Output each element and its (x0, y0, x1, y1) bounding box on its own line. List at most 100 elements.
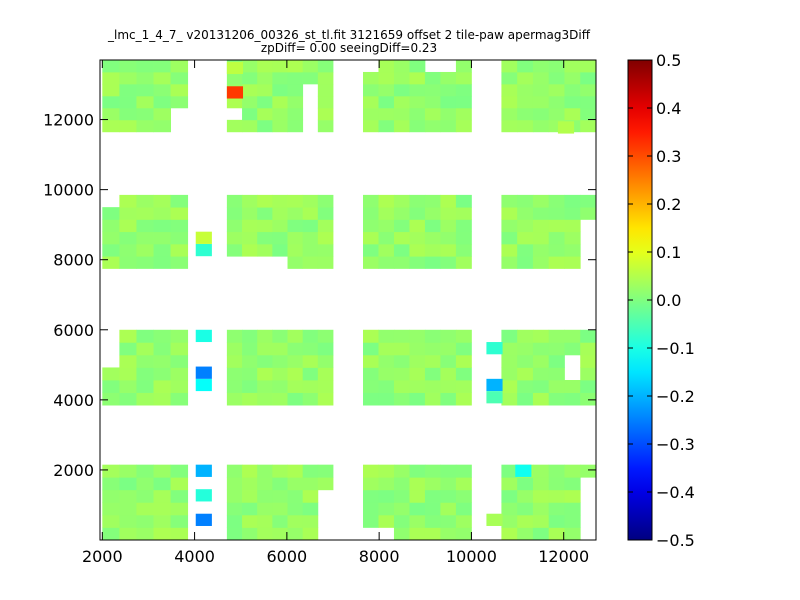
heatmap-cell (564, 231, 581, 245)
heatmap-cell (532, 243, 550, 257)
heatmap-highlight-cell (195, 243, 212, 257)
heatmap-cell (532, 489, 550, 503)
heatmap-cell (548, 219, 565, 233)
heatmap-cell (317, 367, 334, 381)
heatmap-cell (548, 477, 565, 491)
heatmap-cell (455, 95, 472, 109)
heatmap-cell (287, 256, 304, 269)
heatmap-cell (226, 354, 243, 368)
x-tick-label: 4000 (174, 547, 215, 566)
heatmap-cell (136, 219, 154, 233)
heatmap-cell (119, 380, 137, 393)
heatmap-cell (409, 329, 426, 343)
heatmap-cell (455, 107, 472, 121)
heatmap-highlight-cell (515, 464, 532, 477)
heatmap-cell (287, 71, 304, 85)
heatmap-cell (102, 219, 120, 233)
heatmap-cell (317, 256, 334, 269)
heatmap-cell (153, 392, 171, 406)
heatmap-cell (440, 83, 457, 97)
heatmap-cell (257, 60, 273, 73)
heatmap-cell (302, 329, 319, 343)
heatmap-cell (153, 194, 171, 208)
heatmap-cell (548, 502, 565, 516)
heatmap-cell (517, 219, 534, 233)
heatmap-cell (102, 477, 120, 491)
heatmap-cell (257, 367, 273, 381)
heatmap-cell (424, 256, 441, 269)
heatmap-cell (287, 464, 304, 478)
heatmap-cell (302, 380, 319, 393)
heatmap-cell (102, 243, 120, 257)
heatmap-cell (153, 231, 171, 245)
x-tick-label: 2000 (82, 547, 123, 566)
heatmap-cell (440, 219, 457, 233)
heatmap-cell (153, 329, 171, 343)
heatmap-cell (409, 392, 426, 406)
heatmap-cell (501, 60, 518, 73)
heatmap-cell (501, 107, 518, 121)
heatmap-cell (517, 489, 534, 503)
colorbar-tick-label: 0.2 (656, 195, 681, 214)
y-tick-label: 6000 (53, 321, 94, 340)
heatmap-cell (532, 219, 550, 233)
heatmap-cell (257, 219, 273, 233)
heatmap-cell (455, 83, 472, 97)
heatmap-cell (424, 119, 441, 133)
heatmap-cell (378, 514, 395, 528)
heatmap-cell (378, 489, 395, 503)
heatmap-cell (440, 489, 457, 503)
heatmap-cell (242, 354, 258, 368)
heatmap-cell (272, 60, 288, 73)
heatmap-cell (564, 219, 581, 233)
heatmap-cell (272, 514, 288, 528)
heatmap-cell (153, 464, 171, 478)
heatmap-cell (102, 380, 120, 393)
heatmap-cell (287, 354, 304, 368)
colorbar-tick-label: −0.1 (656, 339, 695, 358)
heatmap-cell (119, 354, 137, 368)
y-tick-label: 12000 (43, 111, 94, 130)
heatmap-cell (517, 502, 534, 516)
heatmap-cell (226, 477, 243, 491)
heatmap-highlight-cell (195, 513, 212, 526)
heatmap-highlight-cell (195, 366, 212, 379)
heatmap-cell (287, 60, 304, 73)
heatmap-cell (501, 83, 518, 97)
heatmap-cell (440, 119, 457, 133)
heatmap-cell (102, 464, 120, 478)
heatmap-cell (363, 207, 379, 220)
heatmap-cell (153, 489, 171, 503)
heatmap-cell (170, 367, 189, 381)
heatmap-cell (409, 354, 426, 368)
heatmap-cell (501, 119, 518, 133)
heatmap-cell (119, 60, 137, 73)
heatmap-cell (136, 231, 154, 245)
colorbar-tick-label: 0.4 (656, 99, 681, 118)
heatmap-cell (455, 354, 472, 368)
heatmap-cell (564, 256, 581, 269)
heatmap-cell (548, 83, 565, 97)
heatmap-cell (102, 367, 120, 381)
heatmap-cell (102, 502, 120, 516)
heatmap-cell (226, 71, 243, 85)
heatmap-cell (119, 207, 137, 220)
heatmap-cell (455, 231, 472, 245)
heatmap-cell (272, 392, 288, 406)
heatmap-cell (136, 502, 154, 516)
heatmap-cell (532, 60, 550, 73)
heatmap-cell (378, 354, 395, 368)
heatmap-cell (409, 342, 426, 356)
heatmap-cell (501, 194, 518, 208)
heatmap-cell (119, 219, 137, 233)
heatmap-cell (455, 342, 472, 356)
heatmap-cell (378, 231, 395, 245)
x-tick-label: 8000 (359, 547, 400, 566)
heatmap-cell (136, 527, 154, 541)
heatmap-cell (170, 514, 189, 528)
heatmap-cell (302, 392, 319, 406)
heatmap-cell (257, 83, 273, 97)
heatmap-cell (501, 514, 518, 528)
heatmap-cell (455, 243, 472, 257)
heatmap-cell (272, 119, 288, 133)
